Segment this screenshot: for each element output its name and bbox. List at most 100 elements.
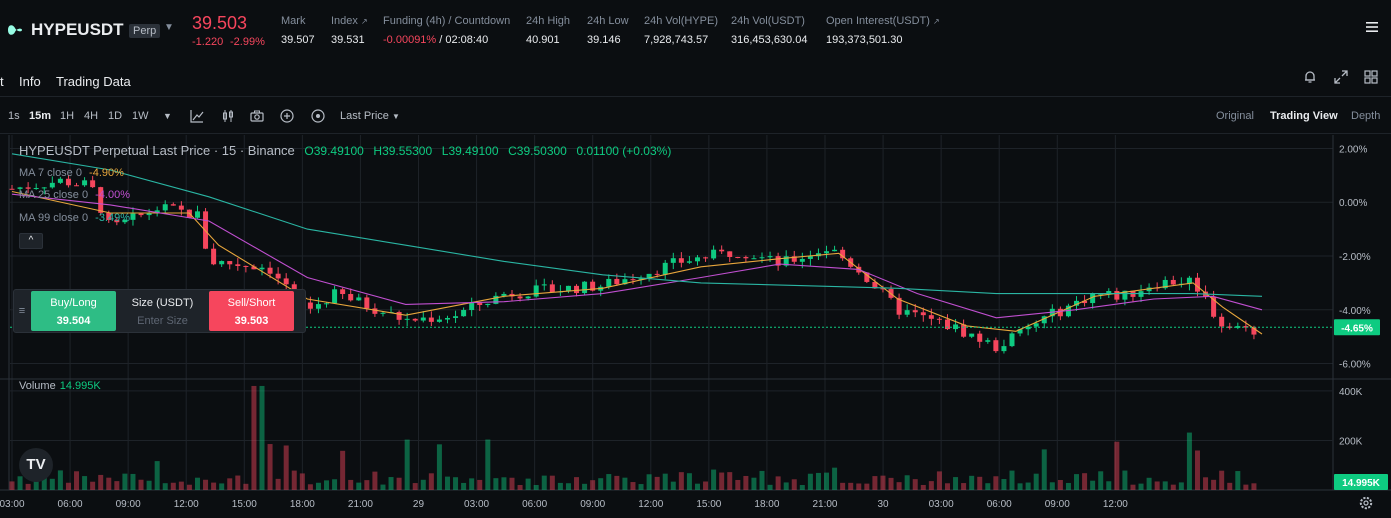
- camera-icon[interactable]: [250, 109, 264, 123]
- candle-body: [638, 278, 644, 280]
- tab-info[interactable]: Info: [19, 74, 41, 89]
- expand-icon[interactable]: [1334, 70, 1348, 84]
- volume-bar: [824, 472, 830, 490]
- volume-bar: [678, 472, 684, 490]
- x-tick-label: 09:00: [580, 499, 605, 510]
- candle-body: [1186, 277, 1192, 284]
- ma99-legend[interactable]: MA 99 close 0 -3.49%: [19, 212, 130, 224]
- volume-bar: [412, 483, 418, 490]
- volume-bar: [203, 479, 209, 490]
- legend-change: 0.01100 (+0.03%): [576, 144, 672, 158]
- interval-15m[interactable]: 15m: [29, 110, 52, 122]
- menu-icon[interactable]: [1366, 21, 1378, 33]
- candle-type-icon[interactable]: [221, 109, 235, 123]
- symbol-dropdown-icon[interactable]: ▼: [164, 22, 174, 33]
- price-chart[interactable]: 2.00% 0.00% -2.00% -4.00% -6.00% 03:00 06:00 09…: [0, 135, 1391, 518]
- stat-value: 40.901: [526, 34, 560, 46]
- volume-bar: [525, 478, 531, 490]
- candle-body: [283, 278, 289, 285]
- y-tick-label: -4.00%: [1339, 306, 1371, 317]
- drag-handle-icon[interactable]: ≡: [18, 305, 26, 317]
- volume-bar: [154, 461, 160, 490]
- candle-body: [622, 279, 628, 285]
- volume-bar: [436, 444, 442, 490]
- add-indicator-icon[interactable]: [280, 109, 294, 123]
- interval-4h[interactable]: 4H: [84, 110, 99, 122]
- view-depth[interactable]: Depth: [1351, 110, 1381, 122]
- settings-circle-icon[interactable]: [311, 109, 325, 123]
- line-tool-icon[interactable]: [190, 109, 204, 123]
- candle-body: [872, 281, 878, 289]
- candle-body: [146, 213, 152, 216]
- candle-body: [90, 180, 96, 188]
- current-price-label: -4.65%: [1341, 323, 1373, 334]
- gear-icon[interactable]: [1359, 496, 1373, 510]
- interval-1w[interactable]: 1W: [132, 110, 149, 122]
- stat-open-interest[interactable]: Open Interest(USDT) ↗ 193,373,501.30: [826, 15, 940, 46]
- candle-body: [41, 187, 47, 189]
- interval-1d[interactable]: 1D: [108, 110, 123, 122]
- volume-bar: [1170, 484, 1176, 490]
- volume-bar: [90, 481, 96, 490]
- price-type-select[interactable]: Last Price ▼: [340, 110, 400, 122]
- stat-value: 39.531: [331, 34, 365, 46]
- volume-legend: Volume 14.995K: [19, 380, 101, 392]
- external-link-icon[interactable]: ↗: [360, 17, 368, 26]
- tab-chart[interactable]: t: [0, 74, 4, 89]
- candle-body: [348, 294, 354, 301]
- volume-bar: [590, 480, 596, 490]
- candle-body: [565, 285, 571, 292]
- volume-bar: [291, 470, 297, 490]
- volume-bar: [574, 477, 580, 490]
- candle-body: [541, 284, 547, 286]
- collapse-legend-button[interactable]: ^: [19, 233, 43, 249]
- ma25-legend[interactable]: MA 25 close 0 -4.00%: [19, 189, 130, 201]
- size-input[interactable]: Size (USDT) Enter Size: [116, 291, 209, 331]
- candle-body: [1041, 316, 1047, 324]
- candle-body: [114, 219, 120, 223]
- external-link-icon[interactable]: ↗: [932, 17, 940, 26]
- legend-open: O39.49100: [304, 144, 364, 158]
- ma7-legend[interactable]: MA 7 close 0 -4.90%: [19, 167, 124, 179]
- view-original[interactable]: Original: [1216, 110, 1254, 122]
- candle-body: [751, 258, 757, 260]
- volume-bar: [719, 472, 725, 490]
- legend-high: H39.55300: [373, 144, 433, 158]
- candle-body: [25, 187, 31, 189]
- candle-body: [824, 251, 830, 254]
- candle-body: [130, 213, 136, 220]
- candle-body: [340, 289, 346, 295]
- volume-bar: [735, 479, 741, 490]
- volume-bar: [65, 482, 71, 490]
- candle-body: [65, 178, 71, 186]
- interval-dropdown-icon[interactable]: ▼: [163, 111, 172, 121]
- ma-label: MA 7 close 0: [19, 167, 82, 179]
- volume-bar: [227, 478, 233, 490]
- candle-body: [1235, 326, 1241, 328]
- volume-bar: [694, 483, 700, 490]
- view-trading-view[interactable]: Trading View: [1270, 110, 1338, 122]
- stat-index[interactable]: Index ↗ 39.531: [331, 15, 368, 46]
- stat-vol-base: 24h Vol(HYPE) 7,928,743.57: [644, 15, 718, 46]
- legend-title: HYPEUSDT Perpetual Last Price · 15 · Bin…: [19, 143, 295, 158]
- candle-body: [1017, 329, 1023, 334]
- candle-body: [832, 249, 838, 252]
- sell-short-button[interactable]: Sell/Short 39.503: [209, 291, 294, 331]
- candle-body: [444, 317, 450, 320]
- tab-trading-data[interactable]: Trading Data: [56, 74, 131, 89]
- volume-bar: [1017, 483, 1023, 490]
- candle-body: [170, 204, 176, 206]
- candle-body: [356, 297, 362, 301]
- volume-bar: [380, 484, 386, 490]
- volume-bar: [235, 475, 241, 490]
- symbol-title[interactable]: HYPEUSDT: [31, 20, 124, 39]
- buy-long-button[interactable]: Buy/Long 39.504: [31, 291, 116, 331]
- legend-close: C39.50300: [508, 144, 567, 158]
- x-tick-label: 12:00: [1103, 499, 1128, 510]
- interval-1s[interactable]: 1s: [8, 110, 20, 122]
- interval-1h[interactable]: 1H: [60, 110, 75, 122]
- tradingview-logo-icon[interactable]: TV: [19, 448, 53, 482]
- layout-grid-icon[interactable]: [1364, 70, 1378, 84]
- volume-bar: [1178, 482, 1184, 490]
- bell-icon[interactable]: [1303, 70, 1317, 84]
